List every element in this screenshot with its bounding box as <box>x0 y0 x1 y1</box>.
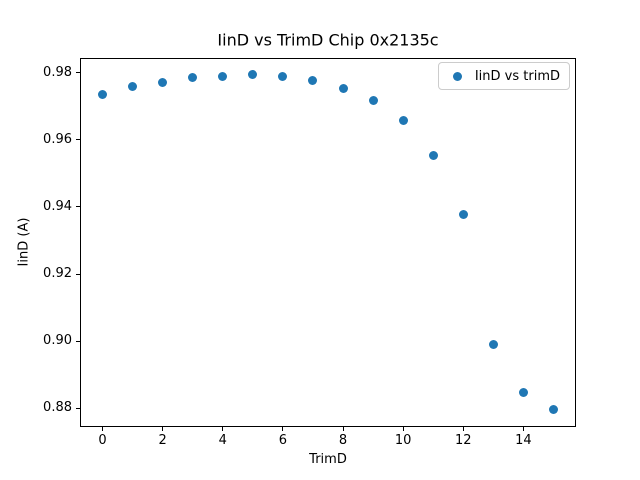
x-tick-label: 14 <box>515 433 532 448</box>
x-tick-mark <box>162 427 164 431</box>
y-tick-mark <box>76 72 80 74</box>
scatter-point <box>278 71 288 81</box>
scatter-point <box>368 96 378 106</box>
scatter-point <box>518 387 528 397</box>
scatter-point <box>308 75 318 85</box>
scatter-point <box>488 339 498 349</box>
x-tick-mark <box>522 427 524 431</box>
x-tick-mark <box>402 427 404 431</box>
scatter-point <box>98 90 108 100</box>
scatter-point <box>218 71 228 81</box>
y-tick-label: 0.90 <box>43 333 72 349</box>
scatter-point <box>458 209 468 219</box>
scatter-point <box>128 81 138 91</box>
legend-label: IinD vs trimD <box>474 68 560 84</box>
y-tick-mark <box>76 340 80 342</box>
y-tick-mark <box>76 273 80 275</box>
y-axis-label: IinD (A) <box>16 217 32 267</box>
y-tick-label: 0.92 <box>43 266 72 282</box>
x-axis-label: TrimD <box>309 452 347 467</box>
x-tick-mark <box>222 427 224 431</box>
x-tick-label: 2 <box>158 433 167 448</box>
x-tick-label: 0 <box>98 433 107 448</box>
scatter-point <box>548 404 558 414</box>
scatter-point <box>338 84 348 94</box>
x-tick-mark <box>342 427 344 431</box>
scatter-point <box>158 77 168 87</box>
x-tick-label: 4 <box>218 433 227 448</box>
legend: IinD vs trimD <box>437 62 570 90</box>
chart-title: IinD vs TrimD Chip 0x2135c <box>217 30 439 50</box>
scatter-point <box>398 116 408 126</box>
scatter-point <box>428 151 438 161</box>
y-tick-label: 0.96 <box>43 131 72 147</box>
x-tick-mark <box>462 427 464 431</box>
scatter-point <box>248 69 258 79</box>
x-tick-mark <box>282 427 284 431</box>
x-tick-label: 8 <box>338 433 348 448</box>
y-tick-mark <box>76 407 80 409</box>
y-tick-label: 0.94 <box>43 198 72 214</box>
x-tick-mark <box>102 427 104 431</box>
scatter-point <box>188 73 198 83</box>
x-tick-label: 6 <box>278 433 288 448</box>
y-tick-mark <box>76 139 80 141</box>
y-tick-mark <box>76 206 80 208</box>
y-tick-label: 0.98 <box>43 64 72 80</box>
y-tick-label: 0.88 <box>43 400 72 416</box>
x-tick-label: 10 <box>394 433 412 448</box>
x-tick-label: 12 <box>454 433 472 448</box>
legend-marker-icon <box>452 71 462 81</box>
plot-area <box>80 58 576 427</box>
